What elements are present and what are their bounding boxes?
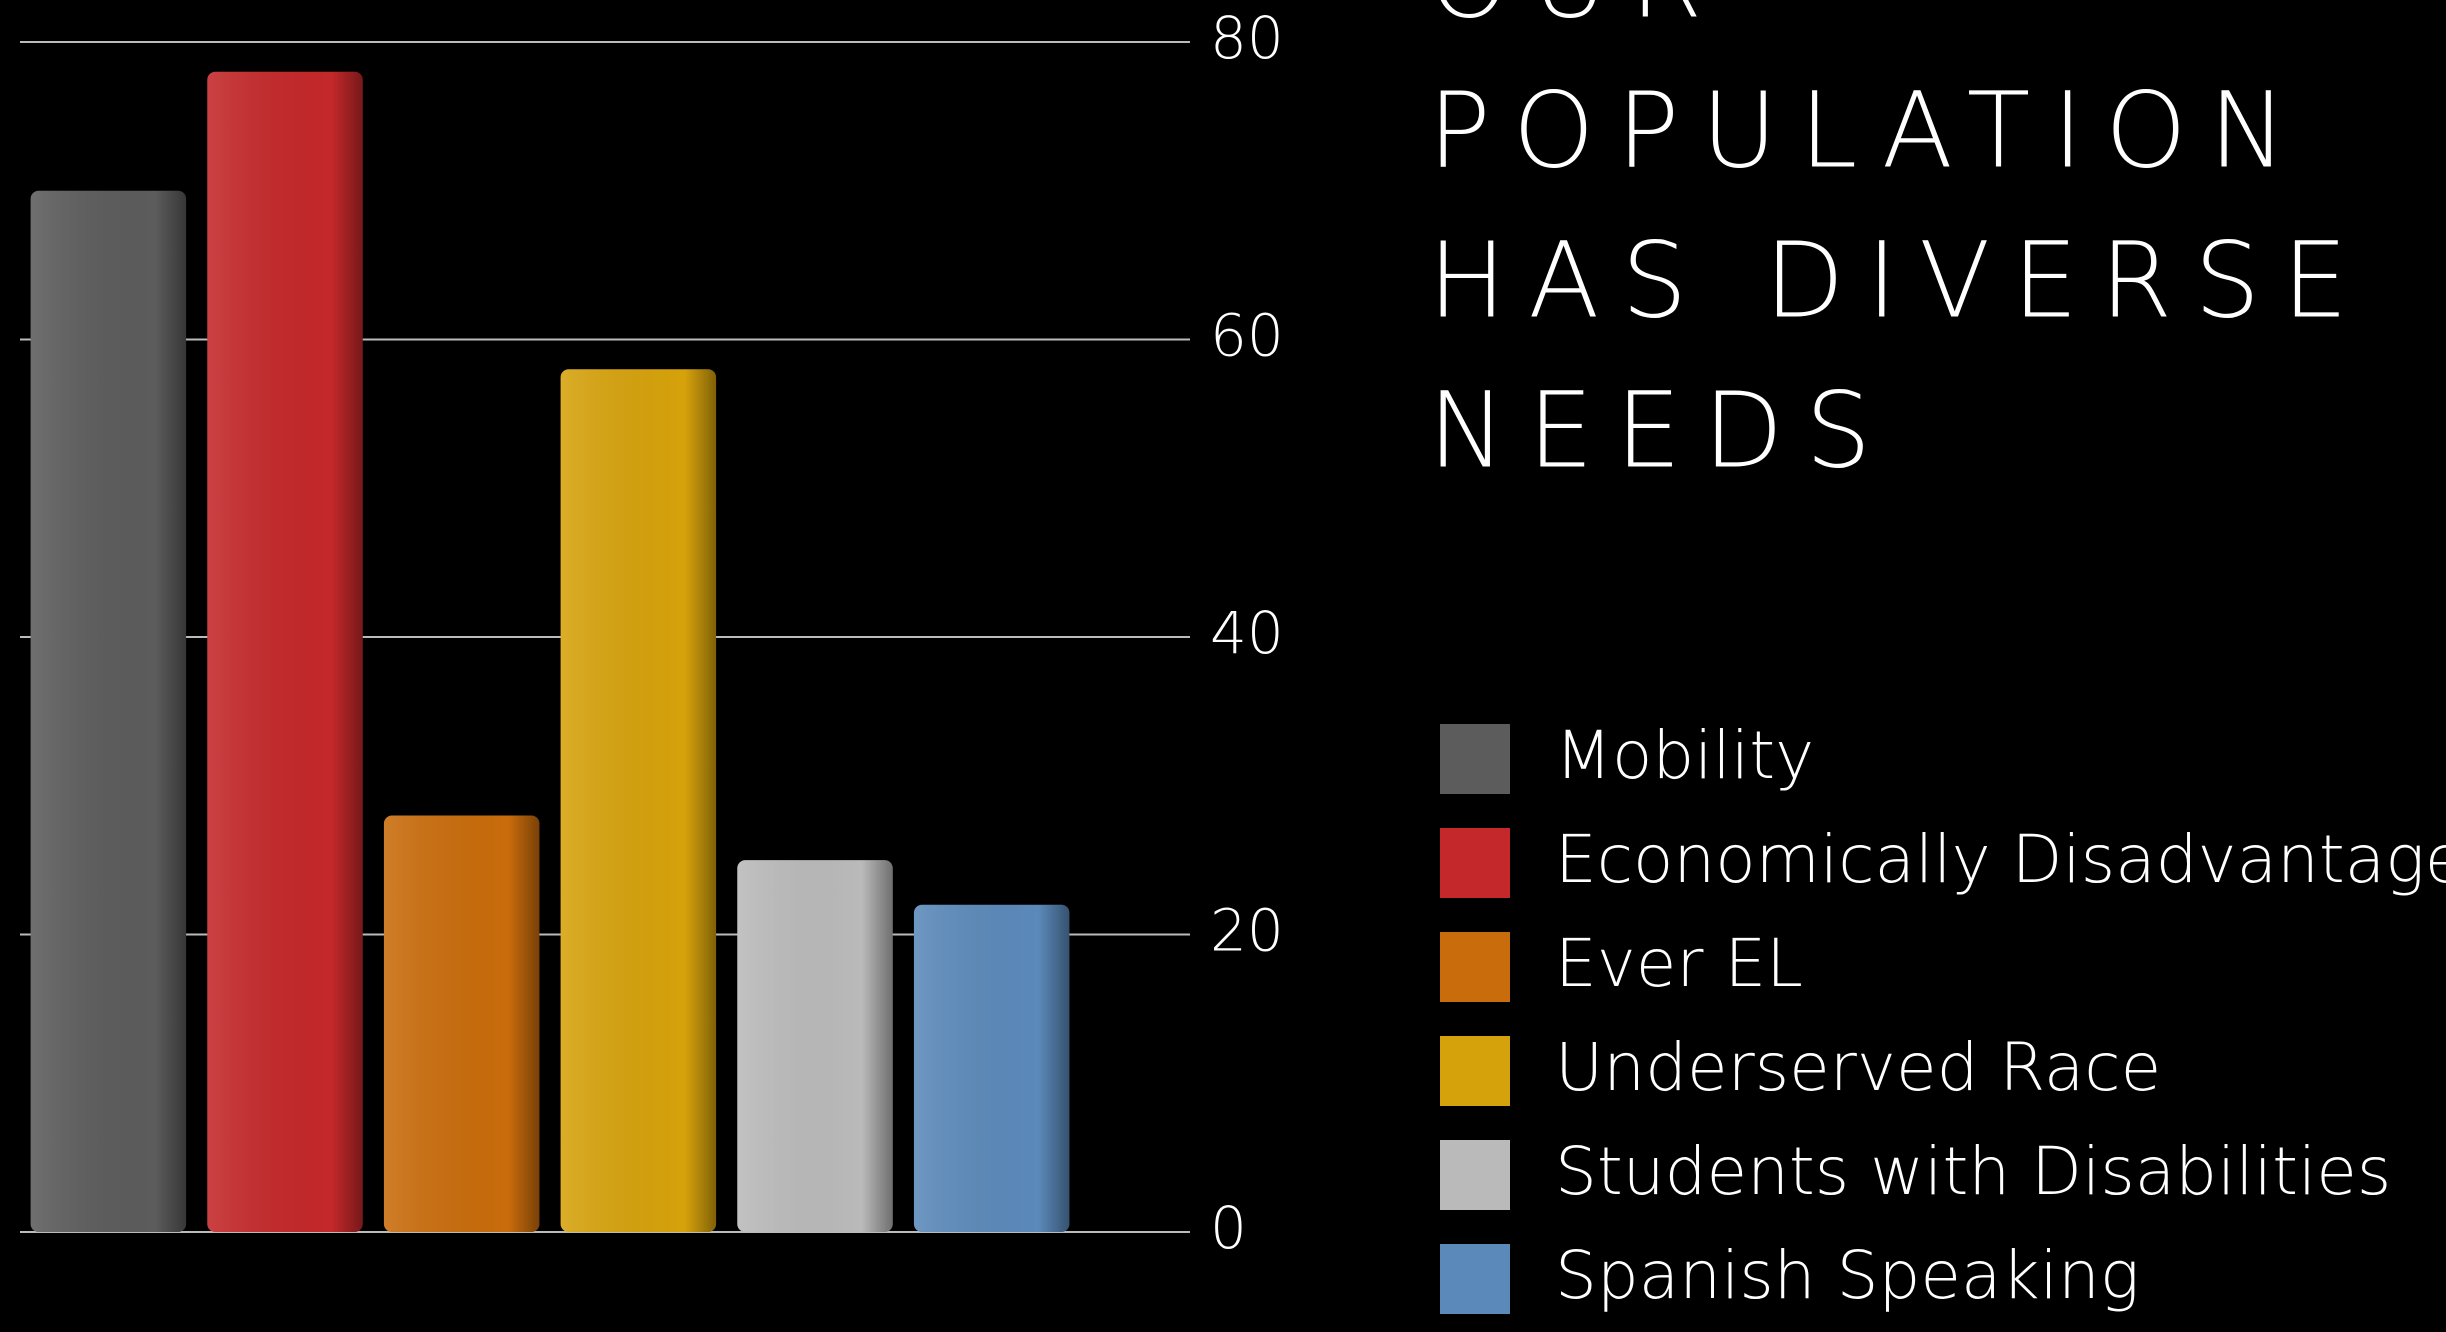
legend-label: Ever EL [1555, 925, 1803, 1002]
bar [737, 860, 893, 1232]
legend-swatch [1440, 932, 1510, 1002]
chart-title: OUR [1428, 0, 1724, 41]
chart-title: POPULATION [1428, 69, 2309, 191]
legend-swatch [1440, 1244, 1510, 1314]
legend-swatch [1440, 828, 1510, 898]
y-tick-label: 40 [1210, 599, 1284, 667]
legend-label: Spanish Speaking [1555, 1237, 2139, 1314]
legend-label: Underserved Race [1555, 1029, 2161, 1106]
bar [913, 904, 1070, 1232]
legend-swatch [1440, 1140, 1510, 1210]
y-tick-label: 60 [1210, 302, 1284, 370]
legend-label: Economically Disadvantaged [1555, 821, 2446, 898]
chart-title: NEEDS [1428, 369, 1893, 491]
legend-swatch [1440, 1036, 1510, 1106]
y-tick-label: 80 [1210, 4, 1284, 72]
bar [560, 369, 717, 1232]
legend-swatch [1440, 724, 1510, 794]
bar [207, 71, 363, 1232]
bar [383, 815, 540, 1232]
legend-label: Mobility [1555, 717, 1814, 794]
y-tick-label: 20 [1210, 897, 1284, 965]
chart-title: HAS DIVERSE [1428, 219, 2370, 341]
legend-label: Students with Disabilities [1555, 1133, 2391, 1210]
bar [30, 190, 187, 1232]
y-tick-label: 0 [1210, 1194, 1247, 1262]
